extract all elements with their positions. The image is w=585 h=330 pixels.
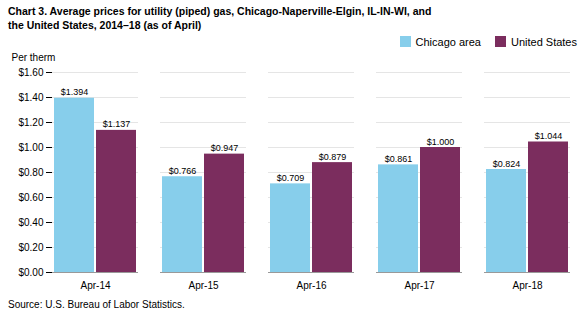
svg-text:$1.20: $1.20 <box>18 117 43 128</box>
svg-text:$0.861: $0.861 <box>385 154 413 164</box>
svg-text:Apr-17: Apr-17 <box>404 280 434 291</box>
svg-text:$1.00: $1.00 <box>18 142 43 153</box>
svg-text:Apr-16: Apr-16 <box>296 280 326 291</box>
html-text:Chart 3. Average prices for ut: Chart 3. Average prices for utility (pip… <box>8 5 432 17</box>
svg-text:$0.20: $0.20 <box>18 242 43 253</box>
svg-text:$1.044: $1.044 <box>535 131 563 141</box>
svg-text:$1.137: $1.137 <box>103 119 131 129</box>
svg-text:Per therm: Per therm <box>12 52 56 63</box>
svg-text:$1.394: $1.394 <box>61 87 89 97</box>
svg-text:$0.40: $0.40 <box>18 217 43 228</box>
svg-text:$0.947: $0.947 <box>211 143 239 153</box>
svg-text:$1.60: $1.60 <box>18 67 43 78</box>
svg-text:Apr-14: Apr-14 <box>80 280 110 291</box>
html-text:the United States, 2014–18 (as: the United States, 2014–18 (as of April) <box>8 19 202 31</box>
svg-text:$1.40: $1.40 <box>18 92 43 103</box>
svg-text:$0.60: $0.60 <box>18 192 43 203</box>
html-text:Source: U.S. Bureau of Labor S: Source: U.S. Bureau of Labor Statistics. <box>8 299 185 310</box>
svg-text:$0.766: $0.766 <box>169 166 197 176</box>
svg-text:$0.709: $0.709 <box>277 173 305 183</box>
svg-text:$1.000: $1.000 <box>427 137 455 147</box>
svg-text:$0.879: $0.879 <box>319 152 347 162</box>
html-text:Chicago area: Chicago area <box>415 36 481 48</box>
svg-text:Apr-15: Apr-15 <box>188 280 218 291</box>
svg-text:$0.00: $0.00 <box>18 267 43 278</box>
svg-text:$0.824: $0.824 <box>493 159 521 169</box>
svg-text:Apr-18: Apr-18 <box>512 280 542 291</box>
html-text:United States: United States <box>511 36 577 48</box>
svg-text:$0.80: $0.80 <box>18 167 43 178</box>
